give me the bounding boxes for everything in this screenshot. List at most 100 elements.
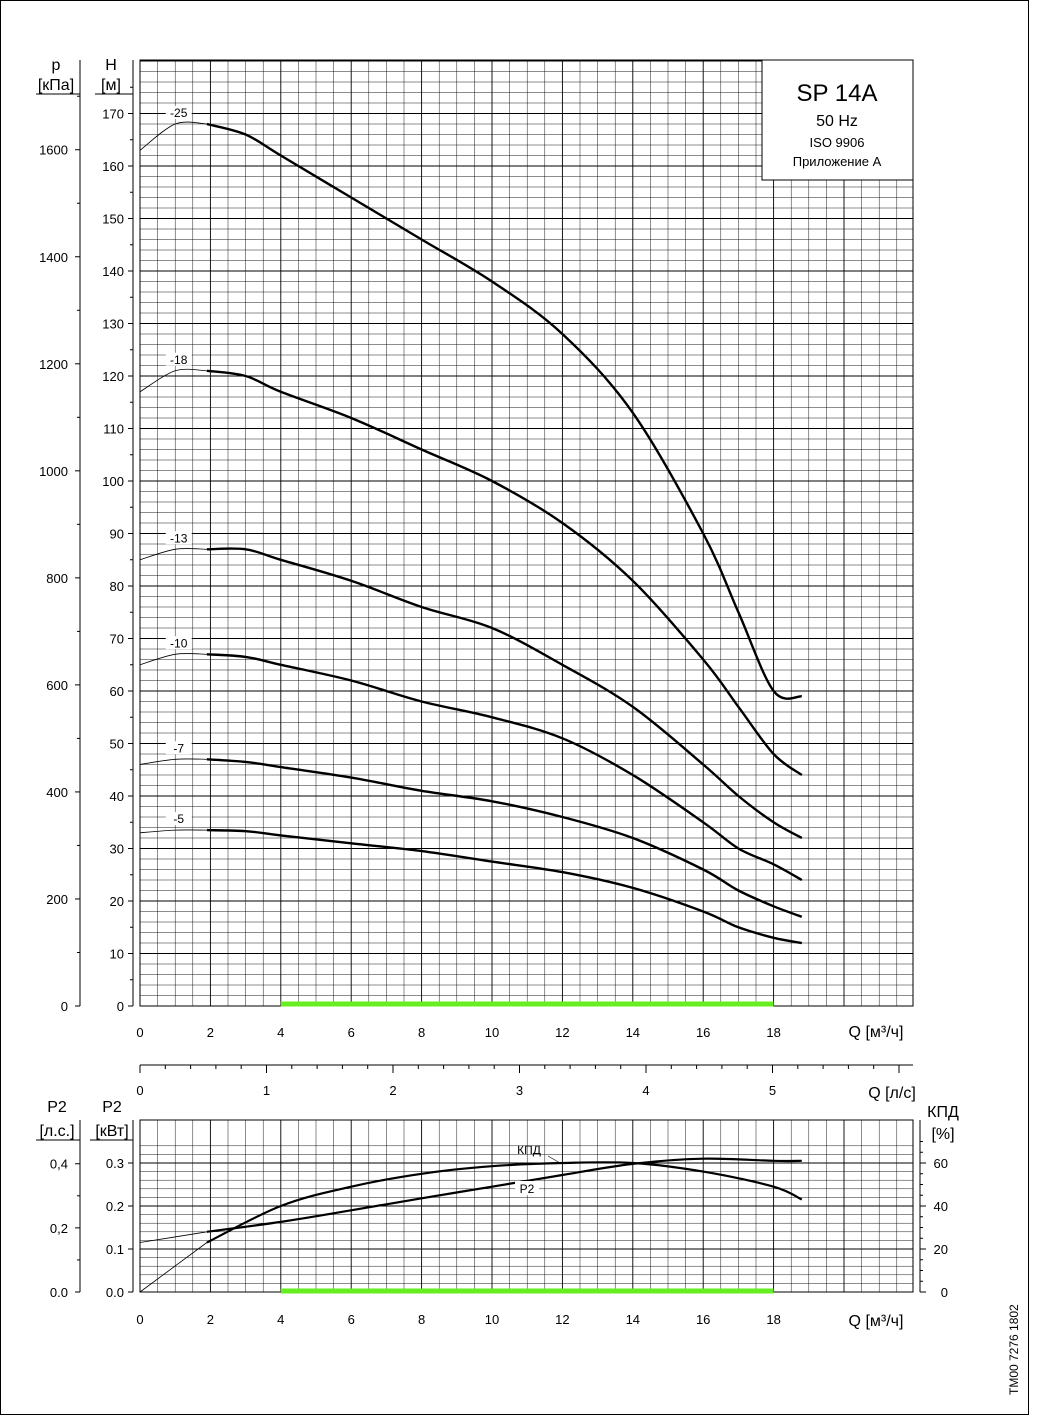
h-tick-label: 20 [110, 894, 124, 909]
q-tick-label: 16 [696, 1025, 710, 1040]
p-tick-label: 800 [46, 571, 68, 586]
curve-label-p2: P2 [520, 1182, 535, 1196]
curve--18 [206, 369, 803, 776]
q-tick-label: 6 [348, 1312, 355, 1327]
curve--7 [206, 758, 803, 918]
p-tick-label: 600 [46, 678, 68, 693]
curve-efficiency-extrapolated [139, 1242, 208, 1293]
q-tick-label: 2 [207, 1312, 214, 1327]
document-code: TM00 7276 1802 [1007, 1304, 1021, 1395]
curve--25 [206, 122, 803, 700]
main-chart-labels: 0102030405060708090100110120130140150160… [38, 77, 781, 1040]
curve-label-bg [165, 812, 192, 826]
kw-unit-label: [кВт] [95, 1123, 128, 1140]
p-tick-label: 0 [61, 999, 68, 1014]
q-tick-label: 0 [136, 1025, 143, 1040]
curve-label-bg [515, 1181, 539, 1195]
q-tick-label: 8 [418, 1312, 425, 1327]
title-model: SP 14A [797, 80, 878, 107]
q-tick-label: 14 [626, 1312, 640, 1327]
flow-ls-axis: 0 1 2 3 4 5 [136, 1064, 913, 1098]
q-tick-label: 10 [485, 1312, 499, 1327]
hp-tick-label: 0,2 [50, 1221, 68, 1236]
q-tick-label: 18 [766, 1025, 780, 1040]
h-tick-label: 160 [102, 159, 124, 174]
ls-tick-label: 1 [263, 1083, 270, 1098]
h-tick-label: 40 [110, 789, 124, 804]
ls-tick-label: 5 [769, 1083, 776, 1098]
p-unit-label: [кПа] [38, 77, 74, 94]
p-tick-label: 1200 [39, 357, 68, 372]
h-tick-label: 110 [103, 422, 124, 437]
curve-label-bg [165, 741, 192, 755]
h-unit-label: [м] [101, 77, 121, 94]
p-tick-label: 200 [46, 892, 68, 907]
x-axis-label-power: Q [м³/ч] [849, 1313, 904, 1330]
h-tick-label: 150 [102, 212, 124, 227]
q-tick-label: 8 [418, 1025, 425, 1040]
curve-p2 [206, 1157, 802, 1233]
title-standard: ISO 9906 [810, 135, 865, 150]
title-box [761, 59, 914, 181]
curve-label-bg [165, 531, 192, 545]
kw-tick-label: 0.1 [106, 1242, 124, 1257]
q-tick-label: 14 [626, 1025, 640, 1040]
h-tick-label: 0 [117, 999, 124, 1014]
curve--18-extrapolated [139, 368, 207, 393]
curve-label-efficiency: КПД [517, 1143, 541, 1157]
curve--25-extrapolated [139, 121, 207, 151]
q-tick-label: 12 [555, 1025, 569, 1040]
curve-label--10: -10 [170, 636, 188, 650]
p-tick-label: 1400 [39, 250, 68, 265]
h-tick-label: 30 [110, 842, 124, 857]
y-axis-label-p2-kw: P2 [102, 1099, 122, 1116]
eff-tick-label: 60 [934, 1156, 948, 1171]
curve-label-bg [165, 636, 192, 650]
curve-label--7: -7 [173, 741, 184, 755]
h-tick-label: 60 [110, 684, 124, 699]
p-tick-label: 400 [46, 785, 68, 800]
title-annex: Приложение A [793, 154, 882, 169]
h-tick-label: 80 [110, 579, 124, 594]
h-tick-label: 140 [102, 264, 124, 279]
plot-frame [139, 59, 914, 1007]
ls-tick-label: 2 [389, 1083, 396, 1098]
power-chart-curves [139, 1157, 803, 1293]
h-tick-label: 120 [102, 369, 124, 384]
y-axis-label-h-top: H [105, 57, 117, 74]
ls-tick-label: 4 [642, 1083, 649, 1098]
eff-tick-label: 20 [934, 1242, 948, 1257]
curve--5-extrapolated [139, 829, 207, 834]
kw-tick-label: 0.3 [106, 1156, 124, 1171]
h-tick-label: 170 [102, 107, 124, 122]
q-tick-label: 0 [136, 1312, 143, 1327]
curve--13 [206, 547, 803, 840]
curve-label-bg [165, 352, 192, 366]
kw-tick-label: 0.2 [106, 1199, 124, 1214]
curve-label--25: -25 [170, 106, 188, 120]
q-tick-label: 10 [485, 1025, 499, 1040]
hp-unit-label: [л.с.] [39, 1123, 74, 1140]
curve-label--13: -13 [170, 531, 188, 545]
p-tick-label: 1000 [39, 464, 68, 479]
curve-efficiency [206, 1161, 803, 1244]
eff-tick-label: 0 [941, 1285, 948, 1300]
eff-tick-label: 40 [934, 1199, 948, 1214]
h-tick-label: 90 [110, 527, 124, 542]
curve-p2-extrapolated [139, 1231, 207, 1243]
hp-tick-label: 0,4 [50, 1157, 68, 1172]
curve--5 [206, 828, 803, 945]
x-axis-label-main: Q [м³/ч] [849, 1024, 904, 1041]
h-tick-label: 10 [110, 947, 124, 962]
kw-tick-label: 0.0 [106, 1285, 124, 1300]
title-frequency: 50 Hz [816, 113, 858, 130]
y-axis-label-p-top: p [52, 57, 61, 74]
q-tick-label: 16 [696, 1312, 710, 1327]
eff-unit-label: [%] [931, 1126, 954, 1143]
curve-label--5: -5 [173, 812, 184, 826]
curve--7-extrapolated [139, 758, 207, 765]
q-tick-label: 18 [766, 1312, 780, 1327]
q-tick-label: 4 [277, 1025, 284, 1040]
